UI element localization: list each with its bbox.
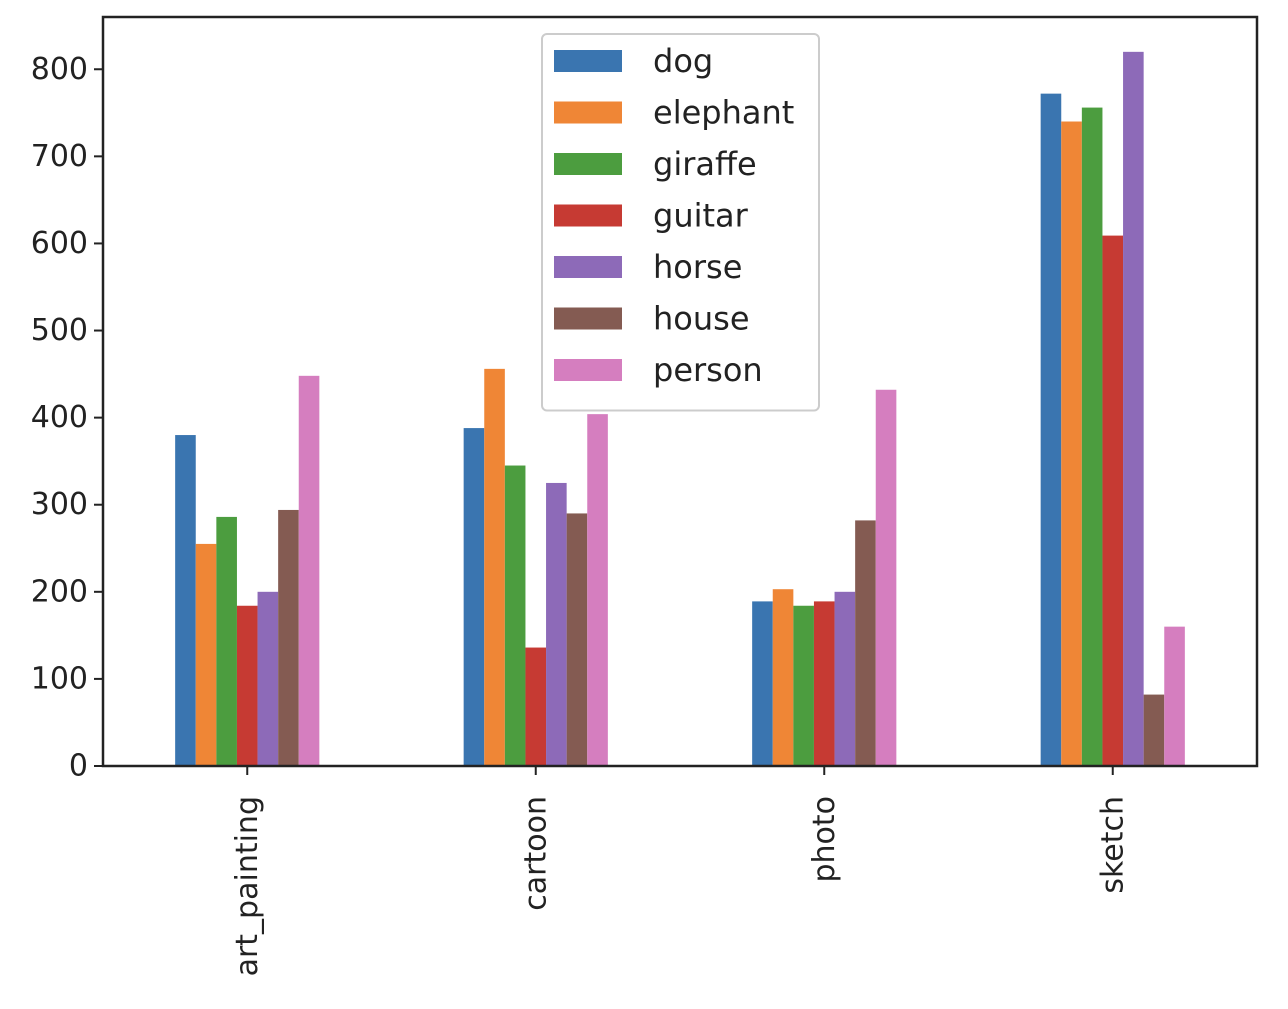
legend-label-giraffe: giraffe [653,145,757,183]
bar-elephant-art_painting [195,543,217,766]
legend-label-elephant: elephant [653,94,794,132]
x-tick-label-cartoon: cartoon [518,796,553,911]
legend-swatch-giraffe [554,153,622,175]
bar-horse-photo [834,591,856,766]
bar-elephant-photo [772,589,794,766]
y-tick-label: 100 [31,661,88,696]
legend-label-horse: horse [653,248,742,286]
bar-house-cartoon [566,513,588,766]
y-tick-label: 0 [69,749,88,784]
bar-dog-art_painting [175,435,196,766]
x-tick-label-art_painting: art_painting [230,796,265,976]
bar-guitar-photo [813,601,835,766]
bar-giraffe-cartoon [504,465,526,766]
bar-guitar-sketch [1102,235,1124,767]
y-tick-label: 600 [31,226,88,261]
legend-label-dog: dog [653,42,713,80]
bar-dog-photo [752,601,773,766]
bar-person-art_painting [298,375,320,766]
legend-swatch-house [554,307,622,330]
bar-dog-sketch [1040,93,1062,766]
bars-layer [175,51,1185,767]
y-tick-label: 300 [31,487,88,522]
plot-frame [101,15,1259,768]
legend-swatch-guitar [554,204,622,227]
bar-person-cartoon [587,414,608,766]
bar-elephant-sketch [1061,121,1082,766]
legend-label-person: person [653,351,763,389]
bar-dog-cartoon [463,428,485,766]
bar-house-sketch [1143,694,1165,766]
legend-swatch-person [554,359,622,381]
y-axis: 0 100 200 300 400 500 600 700 800 [31,52,103,784]
bar-person-photo [875,389,897,766]
bar-giraffe-art_painting [216,516,237,766]
legend-swatch-horse [554,256,622,278]
y-tick-label: 400 [31,400,88,435]
y-tick-label: 700 [31,139,88,174]
bar-horse-art_painting [257,591,279,766]
bar-horse-sketch [1123,51,1144,766]
x-tick-label-photo: photo [807,796,842,883]
bar-giraffe-sketch [1081,107,1103,766]
bar-house-art_painting [278,509,299,766]
bar-house-photo [855,520,876,766]
y-tick-label: 800 [31,52,88,87]
y-tick-label: 200 [31,574,88,609]
x-tick-label-sketch: sketch [1095,796,1130,894]
bar-horse-cartoon [546,482,567,766]
legend-swatch-dog [554,50,622,72]
legend-label-house: house [653,300,750,338]
x-axis: art_painting cartoon photo sketch [230,766,1130,976]
bar-guitar-art_painting [236,605,258,766]
legend: dog elephant giraffe guitar horse house person [541,33,820,412]
legend-label-guitar: guitar [653,197,749,235]
bar-guitar-cartoon [525,647,547,766]
bar-giraffe-photo [793,605,814,766]
bar-elephant-cartoon [484,368,505,766]
y-tick-label: 500 [31,313,88,348]
bar-person-sketch [1164,626,1185,766]
legend-swatch-elephant [554,101,622,124]
